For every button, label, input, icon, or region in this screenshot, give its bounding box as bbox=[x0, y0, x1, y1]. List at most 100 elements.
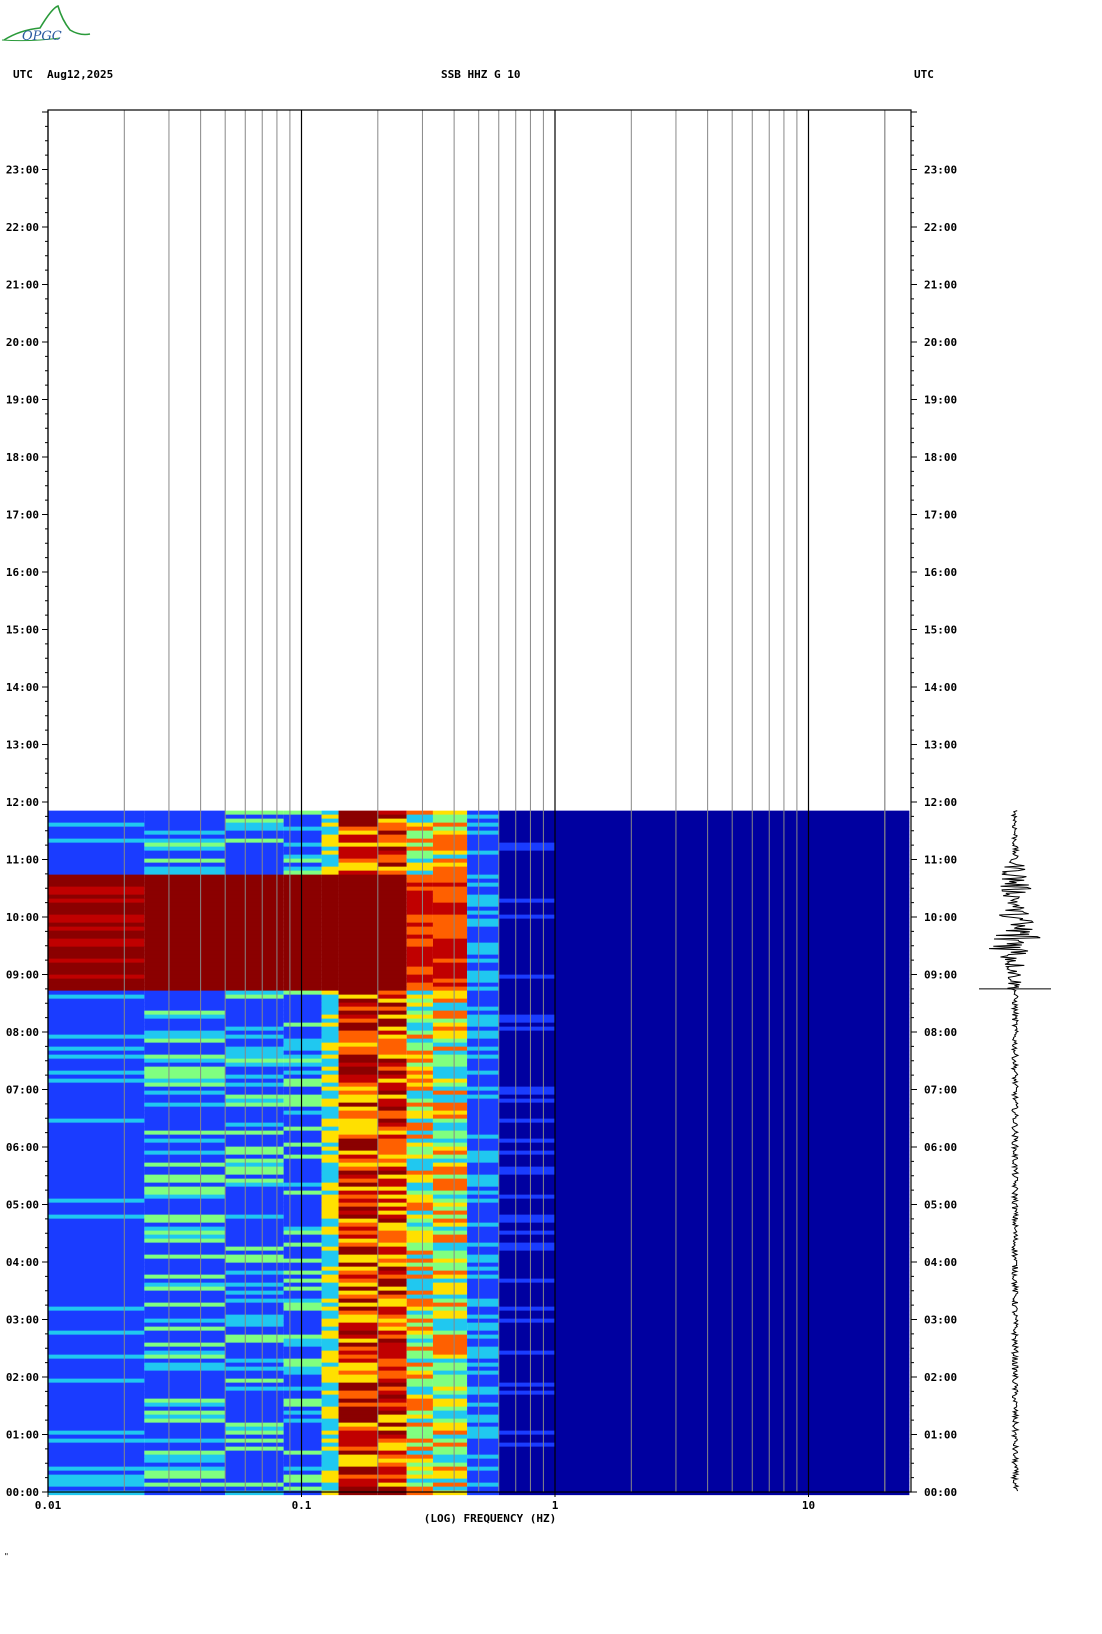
heat-cell bbox=[48, 1142, 145, 1148]
heat-cell bbox=[48, 1138, 145, 1144]
heat-cell bbox=[406, 1430, 433, 1436]
heat-cell bbox=[48, 1002, 145, 1008]
heat-cell bbox=[321, 938, 339, 944]
heat-cell bbox=[498, 1166, 555, 1172]
heat-cell bbox=[338, 1490, 378, 1496]
heat-cell bbox=[377, 978, 407, 984]
heat-cell bbox=[283, 926, 322, 932]
heat-cell bbox=[321, 1454, 339, 1460]
heat-cell bbox=[144, 842, 226, 848]
heat-cell bbox=[377, 1302, 407, 1308]
heat-cell bbox=[144, 986, 226, 992]
heat-cell bbox=[144, 1186, 226, 1192]
heat-cell bbox=[338, 1130, 378, 1136]
heat-cell bbox=[467, 878, 499, 884]
heat-cell bbox=[498, 826, 555, 832]
heat-cell bbox=[338, 1190, 378, 1196]
heat-cell bbox=[338, 1210, 378, 1216]
heat-cell bbox=[498, 1390, 555, 1396]
heat-cell bbox=[321, 1302, 339, 1308]
heat-cell bbox=[144, 1350, 226, 1356]
heat-cell bbox=[338, 862, 378, 868]
heat-cell bbox=[432, 1334, 468, 1340]
heat-cell bbox=[406, 890, 433, 896]
heat-cell bbox=[283, 1410, 322, 1416]
heat-cell bbox=[283, 1126, 322, 1132]
heat-cell bbox=[377, 906, 407, 912]
heat-cell bbox=[377, 922, 407, 928]
heat-cell bbox=[48, 1354, 145, 1360]
heat-cell bbox=[283, 1062, 322, 1068]
heat-cell bbox=[144, 1414, 226, 1420]
heat-cell bbox=[467, 982, 499, 988]
heat-cell bbox=[467, 1114, 499, 1120]
heat-cell bbox=[144, 1202, 226, 1208]
heat-cell bbox=[432, 1062, 468, 1068]
heat-cell bbox=[48, 1190, 145, 1196]
heat-cell bbox=[321, 878, 339, 884]
heat-cell bbox=[321, 1050, 339, 1056]
heat-cell bbox=[498, 1282, 555, 1288]
y-tick-label-right: 08:00 bbox=[924, 1026, 957, 1039]
heat-cell bbox=[467, 1370, 499, 1376]
y-tick-label-right: 22:00 bbox=[924, 221, 957, 234]
heat-cell bbox=[225, 1022, 284, 1028]
heat-cell bbox=[406, 1426, 433, 1432]
heat-cell bbox=[467, 1454, 499, 1460]
heat-cell bbox=[144, 1138, 226, 1144]
heat-cell bbox=[467, 1462, 499, 1468]
heat-cell bbox=[144, 1098, 226, 1104]
heat-cell bbox=[48, 1026, 145, 1032]
heat-cell bbox=[406, 1374, 433, 1380]
heat-cell bbox=[144, 1038, 226, 1044]
heat-cell bbox=[498, 1174, 555, 1180]
heat-cell bbox=[498, 1446, 555, 1452]
heat-cell bbox=[467, 926, 499, 932]
heat-cell bbox=[48, 910, 145, 916]
heat-cell bbox=[338, 1134, 378, 1140]
heat-cell bbox=[338, 870, 378, 876]
heat-cell bbox=[338, 1354, 378, 1360]
heat-cell bbox=[406, 882, 433, 888]
heat-cell bbox=[432, 1358, 468, 1364]
heat-cell bbox=[432, 866, 468, 872]
heat-cell bbox=[498, 1054, 555, 1060]
heat-cell bbox=[321, 854, 339, 860]
heat-cell bbox=[432, 1210, 468, 1216]
heat-cell bbox=[338, 1274, 378, 1280]
heat-cell bbox=[225, 850, 284, 856]
heat-cell bbox=[225, 946, 284, 952]
heat-cell bbox=[144, 1182, 226, 1188]
heat-cell bbox=[406, 1474, 433, 1480]
heat-cell bbox=[144, 1090, 226, 1096]
heat-cell bbox=[432, 1010, 468, 1016]
heat-cell bbox=[406, 1130, 433, 1136]
heat-cell bbox=[283, 990, 322, 996]
heat-cell bbox=[225, 966, 284, 972]
heat-cell bbox=[225, 1006, 284, 1012]
heat-cell bbox=[48, 926, 145, 932]
heat-cell bbox=[225, 906, 284, 912]
heat-cell bbox=[406, 1454, 433, 1460]
heat-cell bbox=[144, 1050, 226, 1056]
heat-cell bbox=[225, 1170, 284, 1176]
heat-cell bbox=[283, 970, 322, 976]
heat-cell bbox=[225, 1362, 284, 1368]
heat-cell bbox=[467, 1062, 499, 1068]
heat-cell bbox=[498, 1462, 555, 1468]
heat-cell bbox=[467, 1314, 499, 1320]
heat-cell bbox=[283, 1326, 322, 1332]
heat-cell bbox=[48, 1174, 145, 1180]
heat-cell bbox=[467, 1242, 499, 1248]
heat-cell bbox=[144, 1026, 226, 1032]
heat-cell bbox=[283, 1058, 322, 1064]
heat-cell bbox=[321, 890, 339, 896]
heat-cell bbox=[338, 1010, 378, 1016]
heat-cell bbox=[48, 1482, 145, 1488]
heat-cell bbox=[338, 902, 378, 908]
heat-cell bbox=[338, 1362, 378, 1368]
heat-cell bbox=[498, 1086, 555, 1092]
heat-cell bbox=[338, 1298, 378, 1304]
heat-cell bbox=[225, 918, 284, 924]
heat-cell bbox=[406, 826, 433, 832]
